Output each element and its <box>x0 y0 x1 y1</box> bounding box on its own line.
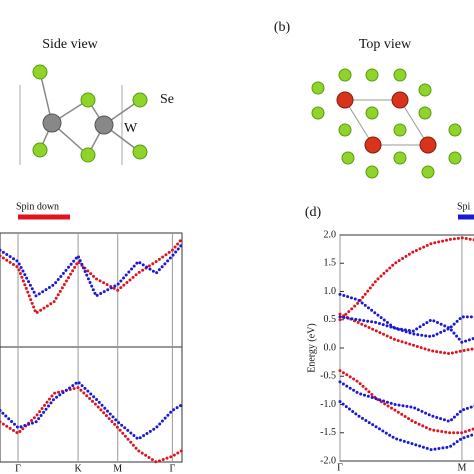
x-tick-label: M <box>457 462 466 473</box>
y-tick-label: -1.5 <box>320 427 336 438</box>
band <box>0 380 184 441</box>
legend-label: Spi <box>457 201 471 212</box>
band <box>0 242 184 298</box>
band <box>338 236 474 322</box>
band <box>338 292 474 344</box>
y-tick-label: 1.5 <box>324 258 337 269</box>
band <box>338 380 474 423</box>
band <box>338 400 474 452</box>
panel-label: (b) <box>274 20 291 35</box>
y-tick-label: -2.0 <box>320 455 336 466</box>
top-view-title: Top view <box>359 37 412 52</box>
y-axis-label: Energy (eV) <box>306 323 317 373</box>
y-tick-label: 0.5 <box>324 314 337 325</box>
band <box>0 237 184 315</box>
x-tick-label: Γ <box>15 463 21 474</box>
band <box>0 386 184 464</box>
band <box>338 369 474 435</box>
x-tick-label: Γ <box>337 462 343 473</box>
y-tick-label: 2.0 <box>324 229 337 240</box>
atom-label: W <box>124 121 138 136</box>
x-tick-label: M <box>113 463 122 474</box>
side-view-structure <box>19 64 148 165</box>
atom-label: Se <box>160 92 174 107</box>
x-tick-label: K <box>74 463 82 474</box>
band <box>338 315 474 339</box>
y-tick-label: 0.0 <box>324 342 337 353</box>
x-tick-label: Γ <box>169 463 175 474</box>
top-view-structure <box>311 68 462 179</box>
y-tick-label: -1.0 <box>320 399 336 410</box>
side-view-title: Side view <box>42 37 98 52</box>
legend-label: Spin down <box>16 201 59 212</box>
y-tick-label: 1.0 <box>324 286 337 297</box>
band <box>338 312 474 356</box>
panel-label: (d) <box>305 205 322 220</box>
y-tick-label: -0.5 <box>320 371 336 382</box>
plot-frame <box>339 234 474 462</box>
